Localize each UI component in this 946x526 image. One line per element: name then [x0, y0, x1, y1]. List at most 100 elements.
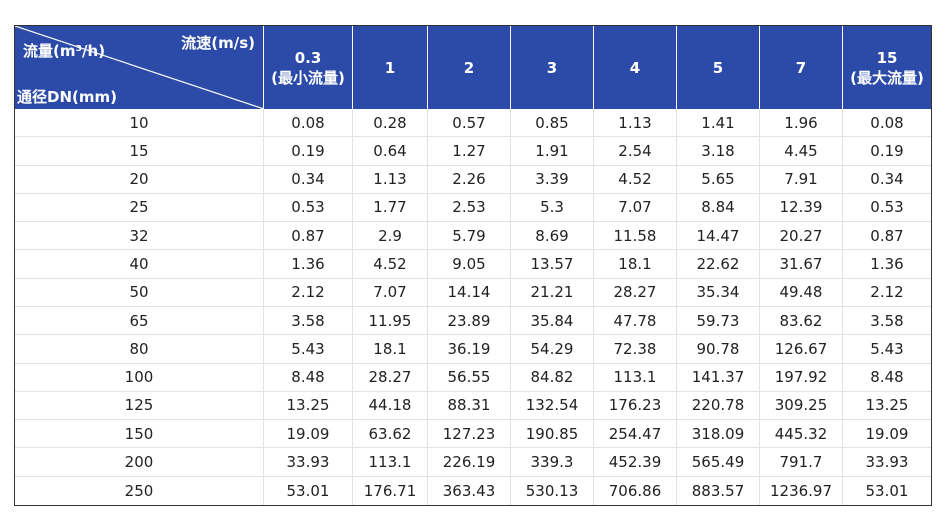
diameter-cell: 25: [15, 193, 264, 223]
flow-cell: 791.7: [760, 448, 843, 477]
flow-cell: 4.52: [353, 250, 428, 279]
flow-cell: 12.39: [760, 193, 843, 223]
flow-cell: 23.89: [428, 307, 511, 336]
flow-cell: 0.57: [428, 109, 511, 138]
diameter-cell: 65: [15, 307, 264, 336]
flow-cell: 56.55: [428, 363, 511, 392]
column-header: 5: [677, 26, 760, 109]
flow-cell: 113.1: [594, 363, 677, 392]
flow-cell: 309.25: [760, 391, 843, 421]
flow-cell: 14.47: [677, 222, 760, 251]
flow-cell: 8.69: [511, 222, 594, 251]
flow-cell: 0.53: [843, 194, 931, 223]
flow-cell: 1.91: [511, 137, 594, 166]
flow-cell: 4.45: [760, 137, 843, 166]
flow-cell: 83.62: [760, 307, 843, 336]
flow-cell: 21.21: [511, 278, 594, 307]
flow-cell: 84.82: [511, 363, 594, 392]
flow-cell: 0.87: [843, 222, 931, 251]
corner-label: 流速(m/s): [181, 34, 255, 52]
flow-cell: 141.37: [677, 363, 760, 392]
column-header: 7: [760, 26, 843, 109]
flow-cell: 44.18: [353, 391, 428, 421]
flow-cell: 19.09: [264, 420, 353, 449]
flow-cell: 0.64: [353, 137, 428, 166]
flow-cell: 197.92: [760, 363, 843, 392]
flow-cell: 1236.97: [760, 476, 843, 505]
speed-value: 0.3: [294, 48, 322, 67]
flow-cell: 72.38: [594, 335, 677, 364]
flow-cell: 3.58: [843, 307, 931, 336]
flow-cell: 18.1: [353, 335, 428, 364]
diameter-cell: 150: [15, 420, 264, 449]
diameter-cell: 200: [15, 448, 264, 477]
diameter-cell: 125: [15, 391, 264, 421]
speed-value: 15: [876, 48, 898, 67]
flow-cell: 19.09: [843, 420, 931, 449]
flow-cell: 36.19: [428, 335, 511, 364]
corner-label: 流量(m³/h): [23, 42, 106, 60]
column-header: 1: [353, 26, 428, 109]
flow-cell: 5.79: [428, 222, 511, 251]
flow-cell: 54.29: [511, 335, 594, 364]
flow-cell: 190.85: [511, 420, 594, 449]
flow-cell: 126.67: [760, 335, 843, 364]
corner-diagonal: [15, 26, 264, 109]
flow-cell: 1.27: [428, 137, 511, 166]
flow-cell: 706.86: [594, 476, 677, 505]
column-header: 2: [428, 26, 511, 109]
flow-cell: 5.43: [264, 335, 353, 364]
flow-cell: 1.96: [760, 109, 843, 138]
diameter-cell: 250: [15, 476, 264, 505]
flow-cell: 5.43: [843, 335, 931, 364]
flow-cell: 7.91: [760, 165, 843, 194]
flow-cell: 63.62: [353, 420, 428, 449]
diameter-cell: 32: [15, 222, 264, 251]
header-note: (最小流量): [271, 68, 345, 87]
flow-cell: 88.31: [428, 391, 511, 421]
flow-cell: 2.54: [594, 137, 677, 166]
flow-cell: 220.78: [677, 391, 760, 421]
flow-cell: 0.28: [353, 109, 428, 138]
flow-cell: 3.58: [264, 307, 353, 336]
corner-header: 流量(m³/h) 流速(m/s) 通径DN(mm): [15, 26, 264, 109]
diameter-cell: 50: [15, 278, 264, 307]
flow-cell: 8.48: [843, 364, 931, 392]
flow-cell: 13.25: [264, 391, 353, 421]
flow-cell: 7.07: [594, 193, 677, 223]
flow-cell: 53.01: [865, 481, 909, 500]
flow-cell: 445.32: [760, 420, 843, 449]
flow-cell: 1.36: [843, 250, 931, 279]
flow-cell: 0.08: [264, 109, 353, 138]
flow-cell: 18.1: [594, 250, 677, 279]
flow-cell: 28.27: [594, 278, 677, 307]
flow-cell: 3.18: [677, 137, 760, 166]
flow-cell: 0.34: [264, 165, 353, 194]
flow-cell: 1.36: [264, 250, 353, 279]
column-header: 4: [594, 26, 677, 109]
flow-cell: 176.23: [594, 391, 677, 421]
column-header: 3: [511, 26, 594, 109]
speed-value: 2: [463, 58, 475, 77]
flow-cell: 2.53: [428, 193, 511, 223]
flow-cell: 363.43: [428, 476, 511, 505]
flow-cell: 0.19: [264, 137, 353, 166]
flow-cell: 0.53: [264, 193, 353, 223]
flow-cell: 33.93: [843, 448, 931, 477]
column-header: 0.3 (最小流量): [264, 26, 353, 109]
flow-cell: 0.19: [843, 137, 931, 166]
flow-cell: 22.62: [677, 250, 760, 279]
flow-cell: 2.12: [843, 279, 931, 307]
flow-cell: 2.12: [264, 278, 353, 307]
flow-cell: 3.39: [511, 165, 594, 194]
flow-cell: 31.67: [760, 250, 843, 279]
flow-cell: 11.95: [353, 307, 428, 336]
flow-cell: 226.19: [428, 448, 511, 477]
speed-value: 3: [546, 58, 558, 77]
flow-cell: 339.3: [511, 448, 594, 477]
column-header: 15 (最大流量): [843, 26, 931, 109]
flow-cell: 13.57: [511, 250, 594, 279]
flow-cell: 49.48: [760, 278, 843, 307]
flow-cell: 9.05: [428, 250, 511, 279]
flow-cell: 1.77: [353, 193, 428, 223]
